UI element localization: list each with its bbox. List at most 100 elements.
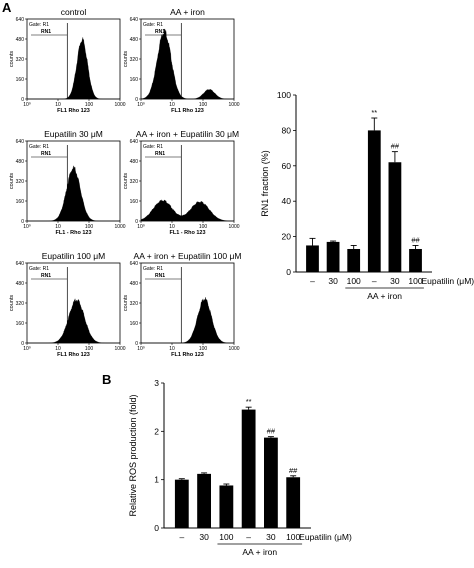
group-label: AA + iron bbox=[367, 291, 402, 301]
y-tick-label: 640 bbox=[130, 261, 139, 267]
x-category-label: – bbox=[179, 532, 184, 542]
y-tick-label: 0 bbox=[21, 219, 24, 225]
y-tick-label: 80 bbox=[282, 125, 292, 135]
x-tick-label: 1000 bbox=[228, 346, 239, 352]
x-tick-label: 1000 bbox=[114, 102, 125, 108]
histogram-distribution bbox=[27, 37, 120, 100]
x-category-label: 30 bbox=[328, 276, 338, 286]
x-tick-label: 10 bbox=[55, 346, 61, 352]
y-tick-label: 3 bbox=[154, 378, 159, 388]
bar bbox=[264, 437, 278, 528]
bar bbox=[326, 241, 340, 272]
x-tick-label: 1000 bbox=[228, 102, 239, 108]
y-axis-label: counts bbox=[9, 173, 15, 189]
y-tick-label: 320 bbox=[130, 57, 139, 63]
rn1-region-label: RN1 bbox=[41, 151, 51, 157]
x-tick-label: 10 bbox=[169, 102, 175, 108]
x-tick-label: 100 bbox=[199, 346, 208, 352]
significance-label: ## bbox=[411, 235, 420, 244]
histogram-distribution bbox=[27, 298, 120, 344]
x-tick-label: 1000 bbox=[114, 346, 125, 352]
y-tick-label: 100 bbox=[277, 90, 291, 100]
x-axis-label: FL1 - Rho 123 bbox=[55, 230, 91, 236]
y-tick-label: 480 bbox=[130, 37, 139, 43]
x-tick-label: 100 bbox=[85, 102, 94, 108]
y-tick-label: 20 bbox=[282, 232, 292, 242]
x-tick-label: 10⁰ bbox=[23, 224, 31, 230]
y-tick-label: 160 bbox=[16, 77, 25, 83]
y-tick-label: 160 bbox=[130, 199, 139, 205]
panel-a-label: A bbox=[2, 0, 12, 15]
gate-label: Gate: R1 bbox=[143, 22, 163, 28]
bar bbox=[219, 485, 234, 528]
y-tick-label: 640 bbox=[130, 139, 139, 145]
significance-label: ** bbox=[371, 108, 377, 117]
significance-label: ## bbox=[267, 427, 276, 436]
y-tick-label: 40 bbox=[282, 196, 292, 206]
y-tick-label: 480 bbox=[16, 159, 25, 165]
bar bbox=[197, 473, 211, 528]
y-axis-label: counts bbox=[9, 295, 15, 311]
x-category-label: 30 bbox=[199, 532, 209, 542]
x-category-label: 100 bbox=[408, 276, 422, 286]
bar-chart-rn1-fraction: 0 20 40 60 80 100 RN1 fraction (%) – 30 100 ** – ## 3… bbox=[260, 90, 474, 301]
bar bbox=[241, 409, 256, 528]
histogram-distribution bbox=[140, 28, 235, 100]
x-tick-label: 10 bbox=[55, 102, 61, 108]
histogram-title: AA + iron bbox=[170, 7, 205, 17]
histogram-title: Eupatilin 30 μM bbox=[44, 129, 103, 139]
gate-label: Gate: R1 bbox=[29, 266, 49, 272]
x-tick-label: 10 bbox=[169, 224, 175, 230]
histogram-distribution bbox=[27, 165, 120, 222]
x-tick-label: 100 bbox=[85, 224, 94, 230]
x-axis-label: FL1 - Rho 123 bbox=[169, 230, 205, 236]
histogram-title: AA + iron + Eupatilin 100 μM bbox=[134, 251, 242, 261]
rn1-region-label: RN1 bbox=[41, 29, 51, 35]
gate-label: Gate: R1 bbox=[29, 144, 49, 150]
y-axis-label: counts bbox=[123, 173, 129, 189]
y-tick-label: 320 bbox=[16, 179, 25, 185]
gate-label: Gate: R1 bbox=[143, 266, 163, 272]
y-tick-label: 60 bbox=[282, 161, 292, 171]
y-tick-label: 2 bbox=[154, 426, 159, 436]
x-axis-label: FL1 Rho 123 bbox=[171, 108, 204, 114]
histogram-panel: AA + iron + Eupatilin 30 μM Gate: R1 0 160 3… bbox=[123, 129, 240, 236]
significance-label: ** bbox=[246, 397, 252, 406]
y-tick-label: 480 bbox=[16, 37, 25, 43]
rn1-region-label: RN1 bbox=[155, 273, 165, 279]
significance-label: ## bbox=[289, 466, 298, 475]
x-tick-label: 10⁰ bbox=[23, 346, 31, 352]
bar bbox=[367, 130, 381, 272]
bar bbox=[409, 248, 422, 272]
y-tick-label: 0 bbox=[135, 219, 138, 225]
x-axis-label: FL1 Rho 123 bbox=[57, 352, 90, 358]
x-tick-label: 100 bbox=[199, 102, 208, 108]
bar bbox=[174, 479, 189, 528]
y-tick-label: 320 bbox=[130, 179, 139, 185]
bar bbox=[286, 477, 301, 528]
x-tick-label: 10 bbox=[169, 346, 175, 352]
significance-label: ## bbox=[391, 142, 400, 151]
x-tick-label: 1000 bbox=[228, 224, 239, 230]
histogram-panel: AA + iron + Eupatilin 100 μM Gate: R1 0 160… bbox=[123, 251, 241, 358]
y-tick-label: 0 bbox=[286, 267, 291, 277]
x-tick-label: 10 bbox=[55, 224, 61, 230]
x-category-label: 100 bbox=[347, 276, 361, 286]
histogram-panel: Eupatilin 30 μM Gate: R1 0 160 320 480 640 10⁰ 1… bbox=[9, 129, 126, 236]
treatment-label: Eupatilin (μM) bbox=[422, 276, 474, 286]
x-category-label: 30 bbox=[390, 276, 400, 286]
y-tick-label: 0 bbox=[21, 341, 24, 347]
y-tick-label: 480 bbox=[16, 281, 25, 287]
treatment-label: Eupatilin (μM) bbox=[299, 532, 352, 542]
y-tick-label: 640 bbox=[16, 261, 25, 267]
y-tick-label: 0 bbox=[135, 97, 138, 103]
panel-b-label: B bbox=[102, 372, 111, 387]
x-tick-label: 100 bbox=[199, 224, 208, 230]
rn1-region-label: RN1 bbox=[41, 273, 51, 279]
x-tick-label: 10⁰ bbox=[137, 346, 145, 352]
y-axis-label: counts bbox=[123, 51, 129, 67]
x-tick-label: 100 bbox=[85, 346, 94, 352]
y-tick-label: 640 bbox=[16, 17, 25, 23]
histogram-panel: Eupatilin 100 μM Gate: R1 0 160 320 480 640 10⁰… bbox=[9, 251, 126, 358]
